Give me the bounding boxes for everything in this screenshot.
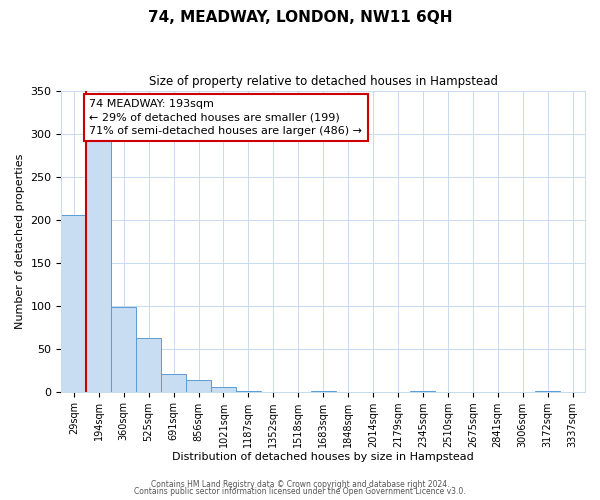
Text: Contains public sector information licensed under the Open Government Licence v3: Contains public sector information licen…	[134, 487, 466, 496]
Bar	[86, 140, 111, 392]
Title: Size of property relative to detached houses in Hampstead: Size of property relative to detached ho…	[149, 75, 498, 88]
Text: 74 MEADWAY: 193sqm
← 29% of detached houses are smaller (199)
71% of semi-detach: 74 MEADWAY: 193sqm ← 29% of detached hou…	[89, 99, 362, 136]
Y-axis label: Number of detached properties: Number of detached properties	[15, 154, 25, 329]
X-axis label: Distribution of detached houses by size in Hampstead: Distribution of detached houses by size …	[172, 452, 474, 462]
Bar	[535, 390, 560, 392]
Text: Contains HM Land Registry data © Crown copyright and database right 2024.: Contains HM Land Registry data © Crown c…	[151, 480, 449, 489]
Bar	[211, 388, 236, 392]
Bar	[410, 390, 436, 392]
Bar	[311, 390, 335, 392]
Bar	[111, 308, 136, 392]
Text: 74, MEADWAY, LONDON, NW11 6QH: 74, MEADWAY, LONDON, NW11 6QH	[148, 10, 452, 25]
Bar	[186, 380, 211, 392]
Bar	[161, 374, 186, 392]
Bar	[236, 390, 261, 392]
Bar	[61, 216, 86, 392]
Bar	[136, 338, 161, 392]
